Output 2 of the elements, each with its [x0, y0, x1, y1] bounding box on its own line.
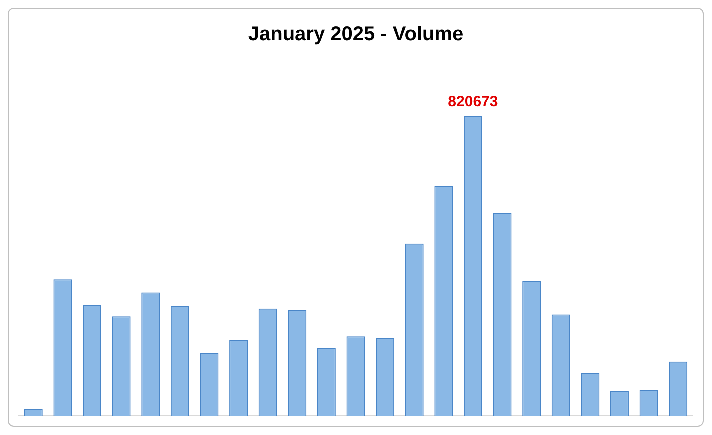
data-label: 820673 — [448, 94, 498, 111]
chart-title: January 2025 - Volume — [248, 24, 464, 46]
